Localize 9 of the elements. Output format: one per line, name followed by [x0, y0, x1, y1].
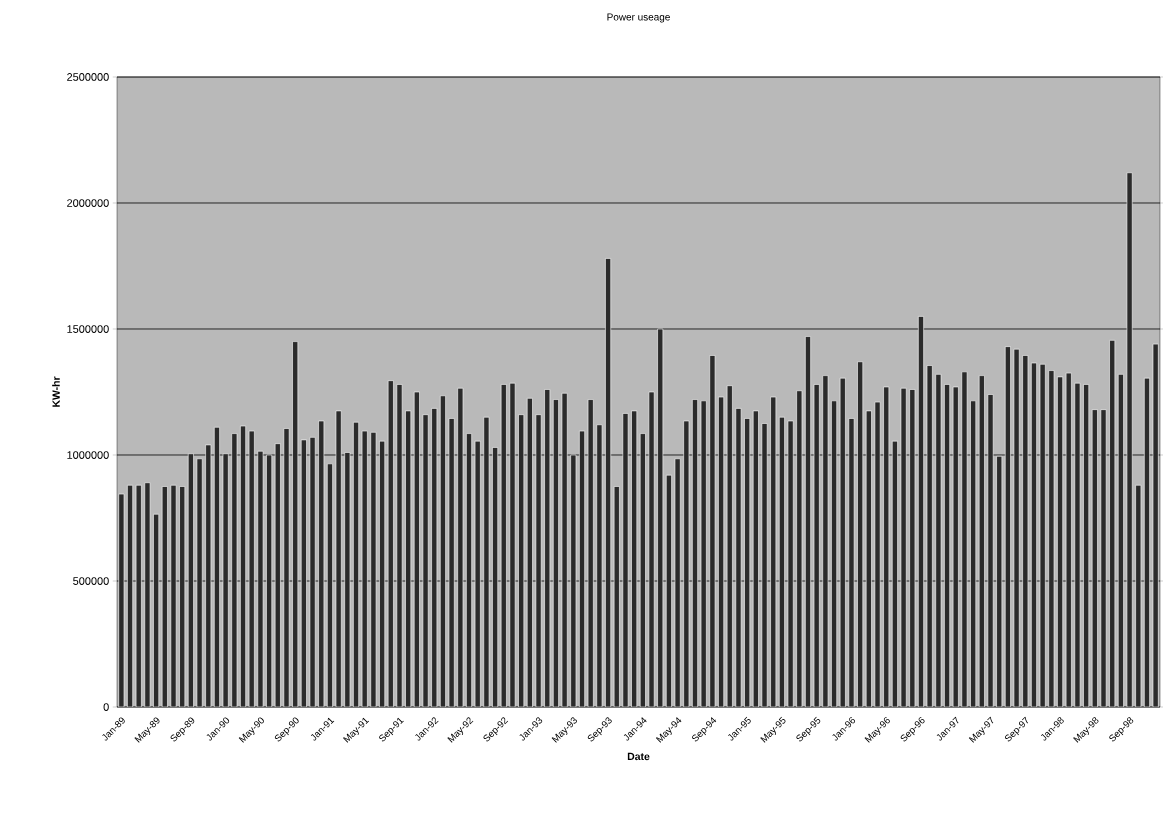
y-tick-label: 2000000	[67, 199, 109, 207]
y-tick-label: 0	[103, 703, 109, 711]
x-axis-title: Date	[627, 752, 650, 761]
y-axis-title: KW-hr	[52, 376, 60, 407]
chart-title: Power useage	[607, 13, 670, 23]
y-tick-label: 1500000	[67, 325, 109, 333]
y-tick-label: 1000000	[67, 451, 109, 459]
y-tick-label: 2500000	[67, 73, 109, 81]
y-tick-label: 500000	[73, 577, 109, 585]
